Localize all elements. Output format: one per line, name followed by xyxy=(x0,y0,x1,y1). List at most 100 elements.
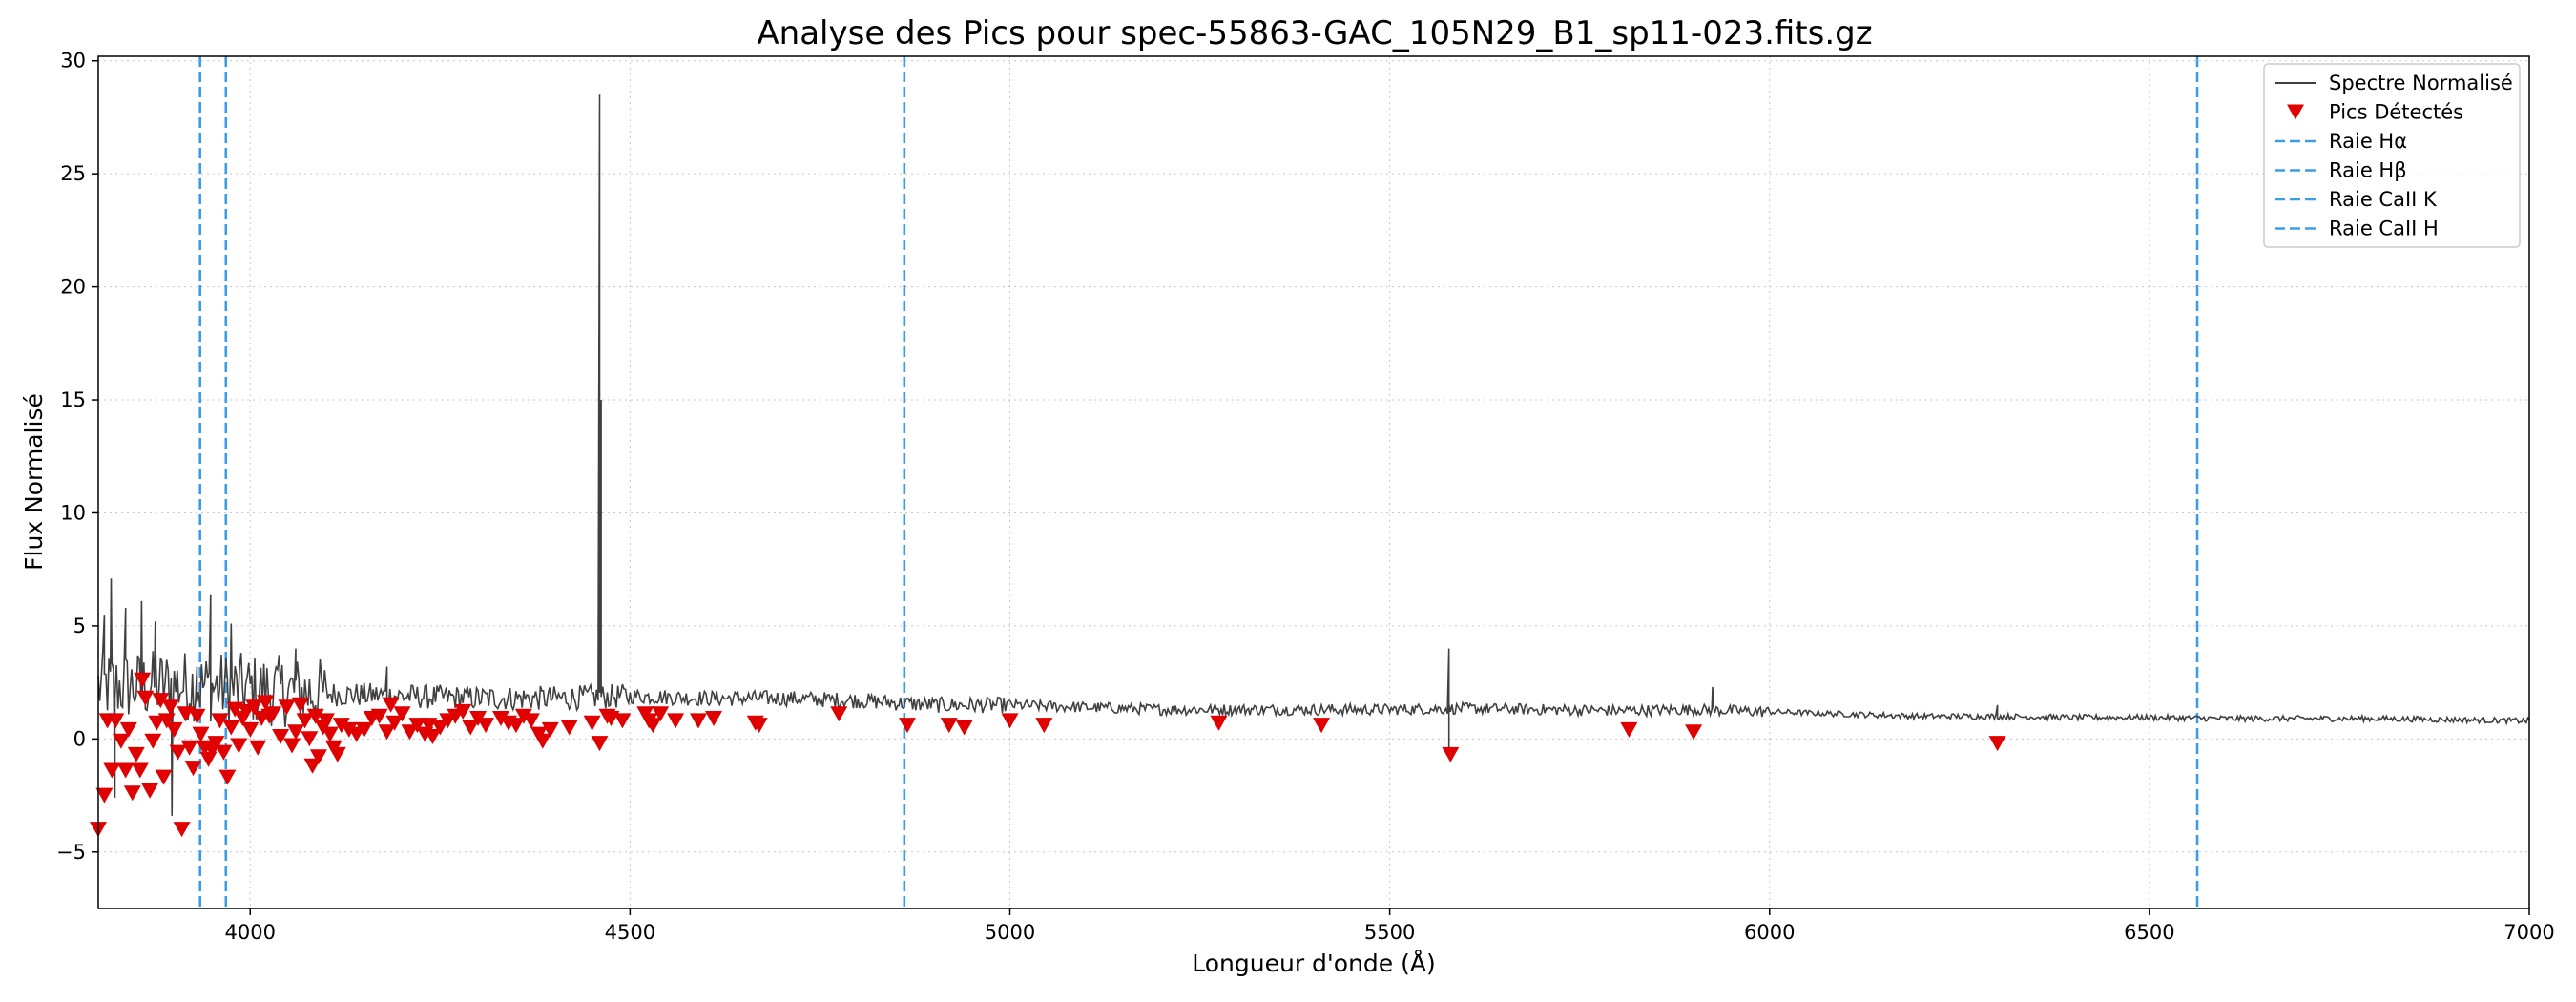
peak-marker xyxy=(424,729,442,744)
peak-marker xyxy=(173,822,191,838)
peak-marker xyxy=(144,733,162,749)
peaks-layer xyxy=(90,672,2006,838)
peak-marker xyxy=(514,708,532,724)
peak-marker xyxy=(207,736,225,752)
peak-marker xyxy=(332,718,350,734)
peak-marker xyxy=(199,751,218,767)
peak-marker xyxy=(283,738,301,754)
peak-marker xyxy=(370,708,388,724)
grid xyxy=(98,56,2530,908)
x-axis-ticks: 4000 4500 5000 5500 6000 6500 7000 xyxy=(225,908,2555,944)
peak-marker xyxy=(119,721,137,738)
peak-marker xyxy=(317,713,335,729)
legend-entry: Spectre Normalisé xyxy=(2275,72,2513,94)
peak-marker xyxy=(296,713,314,729)
peak-marker xyxy=(303,758,322,774)
peak-marker xyxy=(148,715,166,731)
peak-marker xyxy=(899,718,916,734)
peak-marker xyxy=(161,699,179,716)
peak-marker xyxy=(462,720,480,736)
peak-marker xyxy=(560,720,578,736)
peak-marker xyxy=(230,738,248,754)
peak-marker xyxy=(215,744,233,761)
peak-marker xyxy=(1313,718,1330,734)
peak-marker xyxy=(667,713,685,729)
peak-marker xyxy=(385,715,404,731)
peak-marker xyxy=(211,713,229,729)
peak-marker xyxy=(264,706,282,722)
y-axis-label: Flux Normalisé xyxy=(20,393,48,571)
legend-label: Spectre Normalisé xyxy=(2329,72,2513,94)
x-tick-label: 6500 xyxy=(2124,921,2174,944)
peak-marker xyxy=(690,713,707,729)
peak-marker xyxy=(613,713,632,729)
peak-marker xyxy=(830,706,848,722)
peak-marker xyxy=(431,720,449,736)
peak-marker xyxy=(107,713,125,729)
peak-marker xyxy=(652,706,670,722)
peak-marker xyxy=(355,721,373,738)
peak-marker xyxy=(103,762,121,779)
y-tick-label: 30 xyxy=(60,50,86,73)
peak-marker xyxy=(393,706,411,722)
legend-marker-swatch xyxy=(2287,104,2304,120)
peak-marker xyxy=(541,721,559,738)
y-tick-label: 20 xyxy=(60,276,86,299)
peak-marker xyxy=(249,740,267,756)
x-tick-label: 6000 xyxy=(1744,921,1795,944)
peak-marker xyxy=(131,762,149,779)
peak-marker xyxy=(940,718,958,734)
peak-marker xyxy=(180,740,198,756)
legend-entry: Pics Détectés xyxy=(2287,101,2463,124)
y-tick-label: 0 xyxy=(73,727,86,750)
peak-marker xyxy=(291,697,309,713)
peak-marker xyxy=(127,746,145,762)
peak-marker xyxy=(152,693,170,709)
peak-marker xyxy=(218,769,237,785)
peak-marker xyxy=(192,726,210,742)
y-tick-label: 5 xyxy=(73,615,86,637)
peak-marker xyxy=(301,731,319,747)
peak-marker xyxy=(583,715,601,731)
peak-marker xyxy=(141,783,159,799)
y-tick-label: 15 xyxy=(60,388,86,411)
x-tick-label: 5000 xyxy=(985,921,1035,944)
peak-marker xyxy=(382,697,400,713)
peak-marker xyxy=(1210,715,1228,731)
peak-marker xyxy=(188,708,206,724)
peak-marker xyxy=(1001,713,1019,729)
peak-marker xyxy=(287,724,304,741)
peak-marker xyxy=(750,718,768,734)
reference-lines xyxy=(198,56,2199,908)
legend-label: Raie Hα xyxy=(2329,130,2407,153)
chart-title: Analyse des Pics pour spec-55863-GAC_105… xyxy=(757,14,1872,52)
peak-marker xyxy=(340,721,358,738)
peak-marker xyxy=(222,720,240,736)
peak-marker xyxy=(477,718,495,734)
legend-label: Raie CaII K xyxy=(2329,188,2438,211)
legend-entry: Raie CaII H xyxy=(2275,218,2439,240)
y-axis-ticks: −5 0 5 10 15 20 25 30 xyxy=(56,50,98,864)
x-tick-label: 4000 xyxy=(225,921,276,944)
spectrum-series-line xyxy=(97,94,2530,816)
y-tick-label: 25 xyxy=(60,162,86,185)
x-tick-label: 5500 xyxy=(1364,921,1415,944)
plot-frame xyxy=(97,55,2530,909)
peak-marker xyxy=(507,718,525,734)
peak-marker xyxy=(136,690,155,706)
peak-marker xyxy=(522,713,540,729)
legend-entry: Raie Hβ xyxy=(2275,159,2407,182)
legend-box xyxy=(2263,63,2521,248)
peak-marker xyxy=(321,726,339,742)
y-tick-label: −5 xyxy=(56,841,86,864)
peak-marker xyxy=(1988,736,2006,752)
peak-marker xyxy=(644,718,662,734)
x-tick-label: 4500 xyxy=(605,921,655,944)
legend-entry: Raie Hα xyxy=(2275,130,2407,153)
peak-marker xyxy=(1035,718,1053,734)
peak-marker xyxy=(408,718,426,734)
peak-marker xyxy=(492,711,509,726)
peak-marker xyxy=(257,695,275,711)
peak-marker xyxy=(241,721,260,738)
